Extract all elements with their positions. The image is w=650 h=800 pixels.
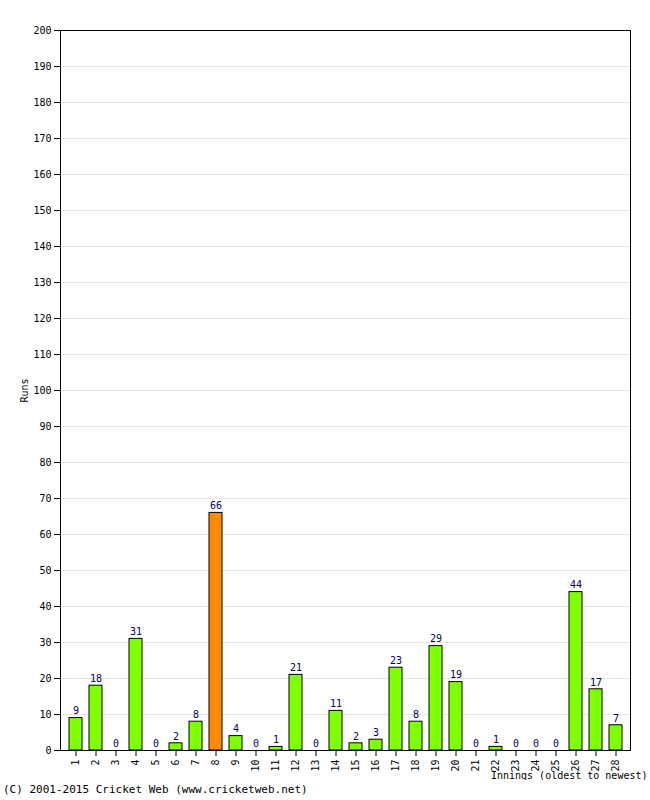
svg-text:0: 0 [253, 738, 259, 749]
svg-text:90: 90 [39, 421, 51, 432]
svg-text:25: 25 [550, 759, 562, 772]
svg-text:110: 110 [33, 349, 51, 360]
svg-text:180: 180 [33, 97, 51, 108]
svg-text:60: 60 [39, 529, 51, 540]
svg-text:17: 17 [390, 760, 401, 772]
svg-text:80: 80 [39, 457, 51, 468]
svg-text:170: 170 [33, 133, 51, 144]
svg-text:100: 100 [33, 385, 51, 396]
svg-text:140: 140 [33, 241, 51, 252]
svg-text:10: 10 [250, 760, 261, 772]
svg-text:190: 190 [33, 61, 51, 72]
svg-text:2: 2 [173, 731, 179, 742]
svg-text:26: 26 [570, 759, 582, 772]
svg-text:10: 10 [39, 709, 51, 720]
svg-text:66: 66 [210, 500, 222, 511]
svg-text:17: 17 [590, 677, 602, 688]
svg-text:0: 0 [313, 738, 319, 749]
svg-text:23: 23 [390, 655, 402, 666]
svg-text:7: 7 [613, 713, 619, 724]
svg-text:21: 21 [470, 760, 481, 772]
svg-text:28: 28 [610, 759, 622, 772]
svg-text:Runs: Runs [19, 378, 30, 402]
svg-text:0: 0 [533, 738, 539, 749]
svg-text:19: 19 [450, 669, 462, 680]
svg-text:4: 4 [130, 760, 141, 766]
svg-text:4: 4 [233, 723, 239, 734]
svg-text:15: 15 [350, 760, 361, 772]
svg-text:23: 23 [510, 759, 522, 772]
svg-text:30: 30 [39, 637, 51, 648]
svg-text:1: 1 [273, 734, 279, 745]
svg-text:0: 0 [45, 745, 51, 756]
svg-text:24: 24 [530, 759, 542, 772]
svg-text:21: 21 [290, 662, 302, 673]
svg-text:120: 120 [33, 313, 51, 324]
svg-text:3: 3 [373, 727, 379, 738]
svg-text:160: 160 [33, 169, 51, 180]
svg-text:150: 150 [33, 205, 51, 216]
svg-text:13: 13 [310, 760, 321, 772]
svg-text:11: 11 [330, 698, 342, 709]
svg-text:9: 9 [73, 705, 79, 716]
svg-text:3: 3 [110, 760, 121, 766]
svg-text:0: 0 [113, 738, 119, 749]
svg-text:8: 8 [193, 709, 199, 720]
svg-text:29: 29 [430, 633, 442, 644]
svg-text:0: 0 [513, 738, 519, 749]
svg-text:19: 19 [430, 760, 441, 772]
svg-text:200: 200 [33, 25, 51, 36]
svg-text:8: 8 [413, 709, 419, 720]
svg-text:50: 50 [39, 565, 51, 576]
svg-text:18: 18 [90, 673, 102, 684]
svg-text:1: 1 [70, 760, 81, 766]
svg-text:130: 130 [33, 277, 51, 288]
svg-text:20: 20 [450, 760, 461, 772]
svg-text:12: 12 [290, 760, 301, 772]
svg-text:44: 44 [570, 579, 582, 590]
svg-text:18: 18 [410, 760, 421, 772]
svg-text:7: 7 [190, 760, 201, 766]
html-text:(C) 2001-2015 Cricket Web (www: (C) 2001-2015 Cricket Web (www.cricketwe… [3, 783, 308, 796]
svg-text:11: 11 [270, 760, 281, 772]
svg-text:31: 31 [130, 626, 142, 637]
svg-text:9: 9 [230, 760, 241, 766]
svg-text:70: 70 [39, 493, 51, 504]
svg-text:5: 5 [150, 760, 161, 766]
svg-text:27: 27 [590, 759, 602, 772]
svg-text:0: 0 [473, 738, 479, 749]
svg-text:2: 2 [353, 731, 359, 742]
svg-text:2: 2 [90, 760, 101, 766]
svg-text:8: 8 [210, 760, 221, 766]
svg-text:20: 20 [39, 673, 51, 684]
svg-text:40: 40 [39, 601, 51, 612]
svg-text:22: 22 [490, 759, 502, 772]
svg-text:0: 0 [553, 738, 559, 749]
svg-text:1: 1 [493, 734, 499, 745]
svg-text:14: 14 [330, 760, 341, 772]
svg-text:0: 0 [153, 738, 159, 749]
svg-text:Innings (oldest to newest): Innings (oldest to newest) [491, 770, 648, 781]
svg-text:6: 6 [170, 760, 181, 766]
svg-text:16: 16 [370, 760, 381, 772]
